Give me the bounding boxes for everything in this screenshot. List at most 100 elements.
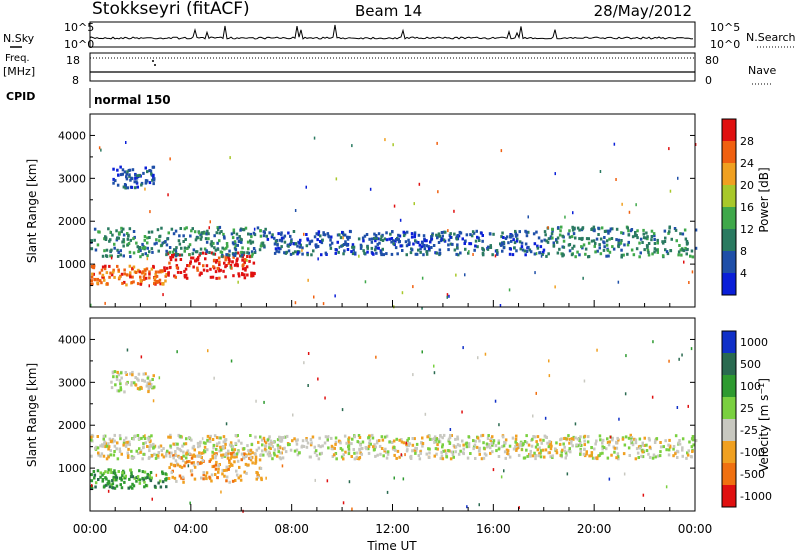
scatter-cell [337,250,340,254]
scatter-cell [251,240,255,244]
scatter-cell [336,233,340,237]
scatter-cell [503,440,506,444]
scatter-cell [534,457,537,461]
scatter-cell [643,436,646,440]
scatter-cell [459,449,462,453]
scatter-cell [536,443,539,447]
sparse-cell [532,414,534,418]
scatter-cell [202,441,206,445]
scatter-cell [578,228,581,232]
scatter-cell [132,237,135,241]
scatter-cell [259,467,263,470]
xtick-label: 08:00 [274,522,309,536]
sparse-cell [628,210,631,214]
scatter-cell [218,269,221,273]
scatter-cell [430,437,434,441]
scatter-cell [242,253,245,257]
scatter-cell [196,266,199,270]
scatter-cell [143,277,146,281]
scatter-cell [223,236,226,240]
scatter-cell [142,442,145,446]
scatter-cell [376,453,379,457]
scatter-cell [271,445,274,449]
scatter-cell [505,235,509,239]
scatter-cell [551,236,554,240]
scatter-cell [152,178,156,182]
ytick-label: 3000 [58,376,86,389]
scatter-cell [490,441,493,445]
sparse-cell [582,276,584,280]
scatter-cell [317,444,320,448]
scatter-cell [249,255,252,259]
scatter-cell [142,245,145,249]
scatter-cell [127,233,130,237]
scatter-cell [525,448,528,452]
scatter-cell [235,473,239,477]
scatter-cell [377,232,381,236]
scatter-cell [113,242,116,246]
scatter-cell [90,438,93,442]
scatter-cell [407,437,410,441]
scatter-cell [627,240,630,244]
scatter-cell [642,232,645,236]
scatter-cell [230,452,233,456]
scatter-cell [252,261,256,265]
scatter-cell [592,228,595,232]
scatter-cell [109,254,112,258]
scatter-cell [448,233,452,237]
scatter-cell [246,240,250,244]
scatter-cell [232,228,236,232]
scatter-cell [188,436,191,439]
scatter-cell [211,450,214,454]
scatter-cell [623,243,626,247]
scatter-cell [469,242,473,246]
scatter-cell [694,246,698,250]
scatter-cell [486,247,490,251]
scatter-cell [237,240,241,243]
colorbar-frame [721,330,737,508]
scatter-cell [218,441,221,445]
colorbar-tick-label: 100 [740,380,761,393]
scatter-cell [141,476,144,480]
scatter-cell [544,435,548,439]
sparse-cell [499,304,502,307]
scatter-cell [441,443,444,447]
scatter-cell [167,231,170,235]
scatter-cell [583,439,586,443]
scatter-cell [165,451,168,455]
scatter-cell [680,253,683,257]
scatter-cell [444,230,447,234]
scatter-cell [327,235,331,239]
scatter-cell [544,233,547,237]
scatter-cell [529,453,532,457]
scatter-cell [312,249,315,253]
scatter-cell [232,274,235,278]
scatter-cell [568,229,571,233]
scatter-cell [168,454,172,458]
scatter-cell [318,436,321,440]
scatter-cell [132,251,136,255]
scatter-cell [475,445,479,449]
scatter-cell [413,448,417,452]
scatter-cell [183,464,186,468]
scatter-cell [277,250,281,254]
scatter-cell [472,445,476,449]
scatter-cell [244,258,247,262]
scatter-cell [114,383,117,387]
scatter-cell [435,233,438,237]
sparse-cell [554,285,556,289]
scatter-cell [692,443,695,447]
scatter-cell [148,270,151,274]
scatter-cell [506,449,510,453]
scatter-cell [344,240,347,244]
scatter-cell [223,247,226,251]
scatter-cell [461,237,464,241]
scatter-cell [146,254,149,258]
scatter-cell [587,241,591,245]
scatter-cell [199,233,202,237]
sparse-cell [613,142,616,146]
scatter-cell [233,460,236,464]
scatter-cell [611,438,614,442]
scatter-cell [150,172,153,176]
scatter-cell [237,439,240,443]
